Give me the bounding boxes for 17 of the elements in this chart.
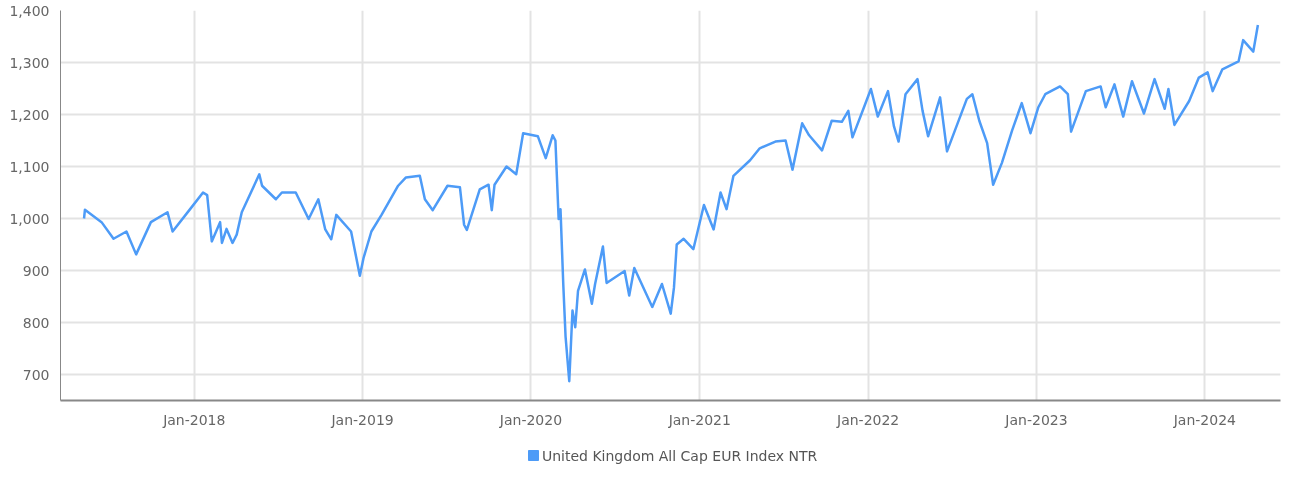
y-tick-label: 700 [22,366,50,383]
x-tick-label: Jan-2020 [498,411,563,428]
x-tick-label: Jan-2022 [836,411,900,428]
x-tick-label: Jan-2019 [330,411,394,428]
y-tick-label: 1,300 [9,54,50,71]
y-tick-label: 800 [22,314,50,331]
x-tick-label: Jan-2024 [1172,411,1237,428]
line-series [82,23,1260,383]
y-tick-label: 1,000 [9,210,50,227]
legend-label: United Kingdom All Cap EUR Index NTR [541,447,818,464]
x-tick-label: Jan-2021 [667,411,731,428]
y-tick-label: 1,100 [9,158,50,175]
y-tick-label: 900 [22,262,50,279]
x-tick-label: Jan-2023 [1004,411,1068,428]
y-tick-label: 1,400 [9,2,50,19]
y-tick-label: 1,200 [9,106,50,123]
x-tick-label: Jan-2018 [162,411,226,428]
